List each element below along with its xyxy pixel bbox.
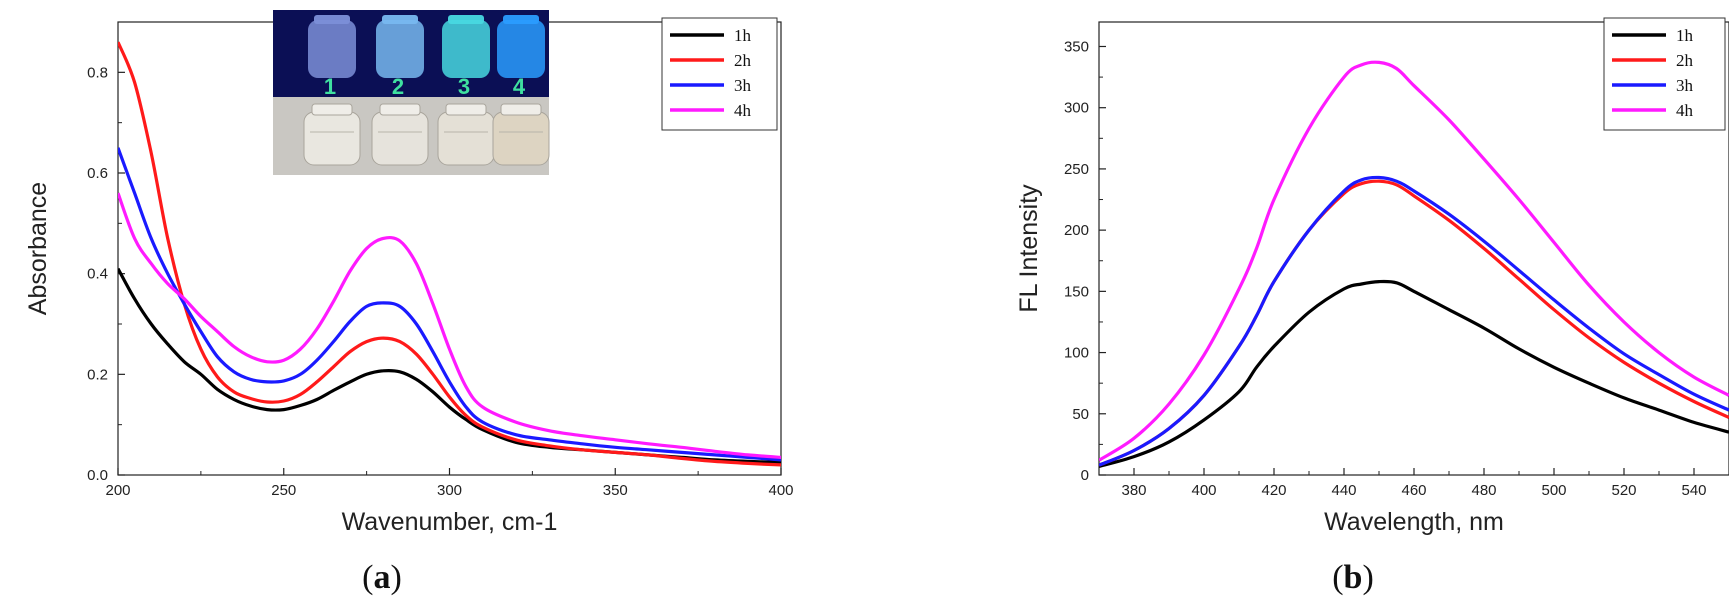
- y-tick-label: 0: [1081, 467, 1089, 484]
- uv-vial-neck: [314, 15, 350, 24]
- y-tick-label: 0.2: [87, 366, 108, 383]
- x-tick-label: 200: [105, 482, 130, 499]
- series-line-1h: [1099, 279, 1729, 468]
- daylight-vial-2: [371, 111, 429, 166]
- legend-label-2h: 2h: [734, 51, 752, 70]
- y-tick-label: 0.6: [87, 165, 108, 182]
- x-tick-label: 420: [1261, 482, 1286, 499]
- panel-label-a: (a): [362, 559, 402, 596]
- y-tick-label: 0.8: [87, 64, 108, 81]
- x-axis-title: Wavelength, nm: [1324, 508, 1504, 536]
- uv-vial-2: [376, 20, 424, 78]
- x-tick-label: 500: [1541, 482, 1566, 499]
- uv-vial-neck: [503, 15, 539, 24]
- y-tick-label: 250: [1064, 161, 1089, 178]
- legend-label-4h: 4h: [734, 101, 752, 120]
- daylight-vial-3: [437, 111, 495, 166]
- x-tick-label: 380: [1121, 482, 1146, 499]
- y-tick-label: 50: [1072, 406, 1089, 423]
- daylight-vial-neck: [311, 103, 353, 116]
- uv-vial-1: [308, 20, 356, 78]
- legend-label-2h: 2h: [1676, 51, 1694, 70]
- series-line-2h: [118, 41, 781, 467]
- inset-vial-photo: 1 2 3 4: [273, 10, 550, 175]
- legend: 1h 2h 3h 4h: [661, 17, 778, 131]
- legend-label-3h: 3h: [1676, 76, 1694, 95]
- y-tick-label: 300: [1064, 100, 1089, 117]
- vial-number-4: 4: [513, 74, 526, 99]
- x-axis-title: Wavenumber, cm-1: [342, 508, 558, 536]
- uv-vial-neck: [382, 15, 418, 24]
- chart-a-absorbance: 200 250 300 350 400 0.0 0.2 0.4 0.6 0.8 Wavenumber…: [24, 17, 794, 536]
- y-tick-label: 350: [1064, 38, 1089, 55]
- y-tick-label: 100: [1064, 345, 1089, 362]
- uv-vial-4: [497, 20, 545, 78]
- series-line-1h: [118, 267, 781, 464]
- daylight-vial-4: [492, 111, 550, 166]
- series-line-2h: [1099, 179, 1729, 467]
- x-tick-label: 250: [271, 482, 296, 499]
- panel-label-b: (b): [1332, 559, 1374, 596]
- series-line-4h: [118, 192, 781, 459]
- uv-vial-neck: [448, 15, 484, 24]
- vial-number-1: 1: [324, 74, 336, 99]
- x-tick-label: 400: [768, 482, 793, 499]
- x-tick-label: 400: [1191, 482, 1216, 499]
- series-line-3h: [1099, 175, 1729, 467]
- vial-number-2: 2: [392, 74, 404, 99]
- series-line-4h: [1099, 60, 1729, 462]
- series-group: [118, 41, 781, 467]
- daylight-vial-neck: [445, 103, 487, 116]
- legend-label-1h: 1h: [734, 26, 752, 45]
- x-tick-label: 480: [1471, 482, 1496, 499]
- legend-label-3h: 3h: [734, 76, 752, 95]
- y-axis-title: FL Intensity: [1015, 184, 1043, 313]
- x-tick-label: 540: [1681, 482, 1706, 499]
- x-tick-label: 350: [603, 482, 628, 499]
- x-tick-label: 460: [1401, 482, 1426, 499]
- daylight-vial-neck: [379, 103, 421, 116]
- series-group: [1099, 60, 1729, 468]
- y-tick-label: 0.4: [87, 266, 108, 283]
- series-line-3h: [118, 147, 781, 462]
- legend: 1h 2h 3h 4h: [1603, 17, 1726, 131]
- daylight-vial-neck: [500, 103, 542, 116]
- uv-vial-3: [442, 20, 490, 78]
- x-tick-label: 440: [1331, 482, 1356, 499]
- legend-label-1h: 1h: [1676, 26, 1694, 45]
- y-axis-title: Absorbance: [24, 182, 52, 315]
- vial-number-3: 3: [458, 74, 470, 99]
- legend-label-4h: 4h: [1676, 101, 1694, 120]
- daylight-vial-1: [303, 111, 361, 166]
- y-tick-label: 200: [1064, 222, 1089, 239]
- y-tick-label: 0.0: [87, 467, 108, 484]
- y-tick-label: 150: [1064, 283, 1089, 300]
- chart-b-fluorescence: 380 400 420 440 460 480 500 520 540 0 50 100 150 200 2…: [1015, 17, 1729, 536]
- x-tick-label: 300: [437, 482, 462, 499]
- x-tick-label: 520: [1611, 482, 1636, 499]
